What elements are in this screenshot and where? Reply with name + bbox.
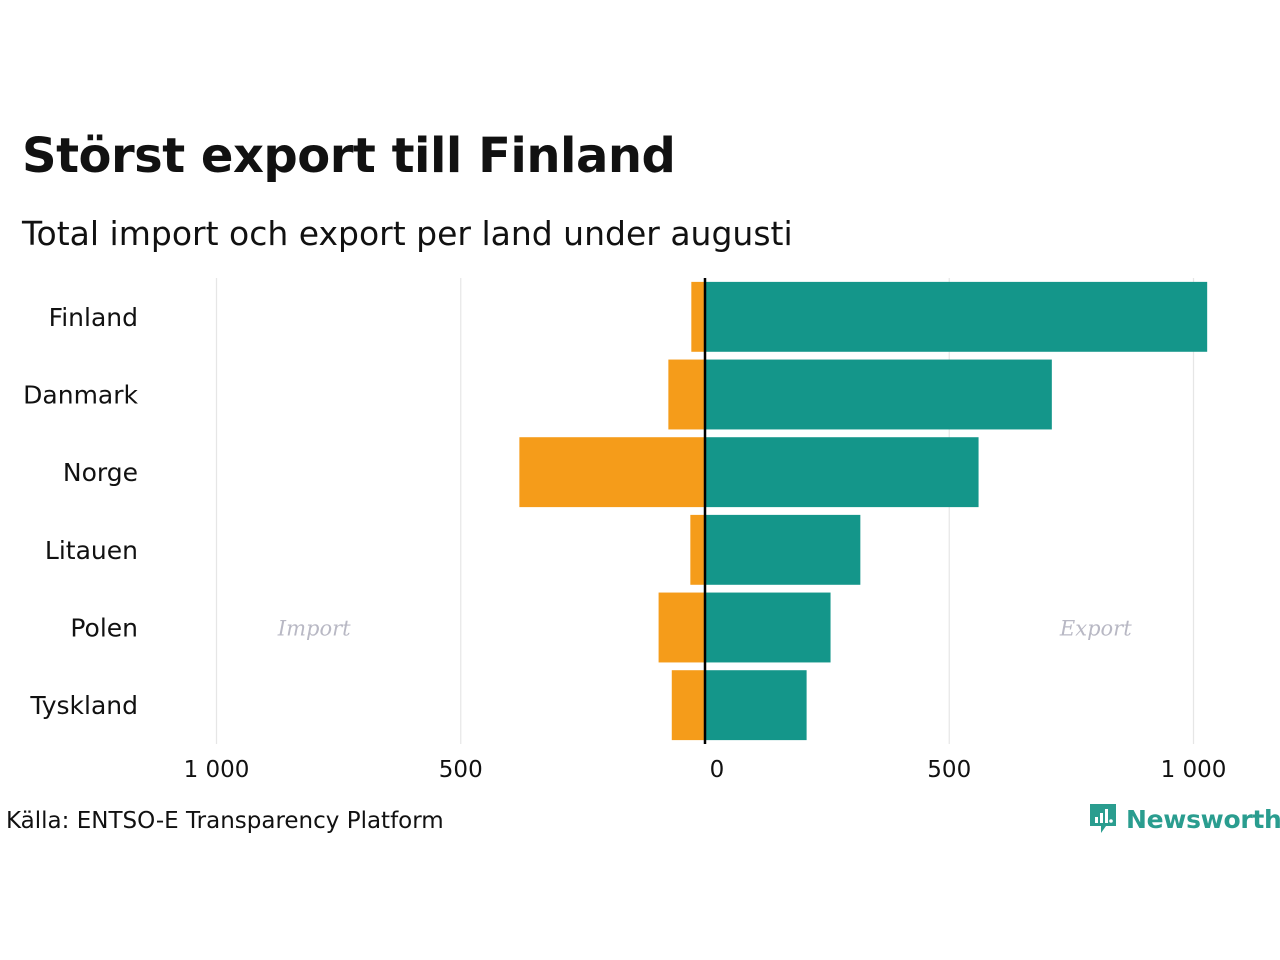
import-bar-danmark bbox=[668, 359, 705, 430]
x-tick-label: 1 000 bbox=[184, 757, 250, 783]
x-tick-label: 1 000 bbox=[1161, 757, 1227, 783]
export-bar-danmark bbox=[705, 359, 1052, 430]
category-labels: Finland Danmark Norge Litauen Polen Tyskland bbox=[23, 303, 138, 720]
category-label: Finland bbox=[49, 303, 138, 332]
export-bar-polen bbox=[705, 592, 831, 663]
annotation-import: Import bbox=[277, 617, 351, 641]
newsworthy-logo-icon bbox=[1090, 804, 1116, 833]
import-bar-norge bbox=[519, 437, 705, 508]
x-tick-label: 0 bbox=[710, 757, 725, 783]
export-bar-litauen bbox=[705, 514, 861, 585]
annotation-export: Export bbox=[1059, 617, 1132, 641]
x-tick-label: 500 bbox=[927, 757, 971, 783]
category-label: Polen bbox=[70, 614, 138, 643]
brand-name: Newsworthy bbox=[1126, 804, 1280, 834]
import-bar-tyskland bbox=[671, 670, 705, 741]
import-bar-polen bbox=[658, 592, 705, 663]
category-label: Tyskland bbox=[29, 691, 138, 720]
export-bar-finland bbox=[705, 281, 1208, 352]
category-label: Litauen bbox=[45, 536, 138, 565]
gridlines bbox=[215, 278, 1195, 744]
export-bar-norge bbox=[705, 437, 979, 508]
chart-title: Störst export till Finland bbox=[22, 128, 676, 184]
category-label: Norge bbox=[63, 458, 138, 487]
import-bar-litauen bbox=[690, 514, 705, 585]
source-note: Källa: ENTSO-E Transparency Platform bbox=[6, 808, 444, 834]
x-tick-label: 500 bbox=[439, 757, 483, 783]
brand-logo: Newsworthy bbox=[1088, 802, 1280, 836]
category-label: Danmark bbox=[23, 381, 138, 410]
import-bar-finland bbox=[691, 281, 705, 352]
chart-subtitle: Total import och export per land under a… bbox=[22, 214, 793, 253]
export-bar-tyskland bbox=[705, 670, 807, 741]
x-axis-ticks: 1 000 500 0 500 1 000 bbox=[184, 757, 1227, 783]
annotations: Import Export bbox=[277, 617, 1132, 641]
bars bbox=[519, 281, 1208, 741]
